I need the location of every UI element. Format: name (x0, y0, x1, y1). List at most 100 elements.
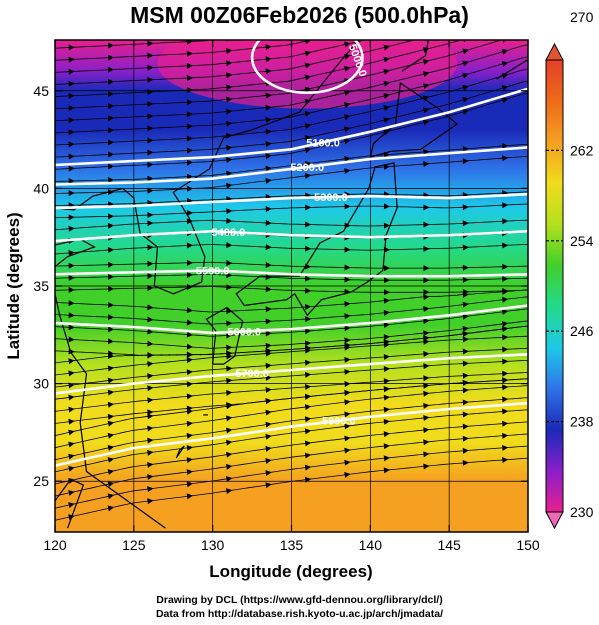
streamline-arrow (226, 377, 233, 384)
streamline-arrow (344, 423, 351, 430)
streamline-arrow (344, 337, 351, 344)
streamline-arrow (147, 486, 154, 493)
streamline-arrow (423, 351, 430, 358)
cold-core-patch (157, 40, 458, 109)
streamline-arrow (226, 439, 233, 446)
streamline (55, 308, 528, 337)
coastline (205, 306, 244, 365)
colorbar-tick-label: 270 (570, 9, 594, 25)
streamline-arrow (304, 98, 312, 105)
streamline-arrow (344, 90, 351, 96)
streamline-arrow (226, 463, 233, 470)
streamline-arrow (502, 358, 509, 365)
streamline-arrow (304, 464, 312, 471)
streamline-arrow (226, 332, 233, 339)
streamline-arrow (423, 382, 430, 389)
colorbar: 270 262 254 246 238 230 (545, 9, 594, 530)
streamline-arrow (383, 394, 390, 401)
streamline-arrow (462, 435, 469, 442)
streamline-arrow (502, 0, 509, 6)
streamline-arrow (186, 444, 193, 451)
streamline-arrow (186, 173, 193, 180)
height-contour (55, 304, 528, 335)
streamline-arrow (344, 325, 351, 332)
streamline-arrow (186, 87, 193, 94)
streamline-arrow (501, 73, 509, 79)
streamline-arrow (383, 406, 390, 413)
streamline-arrow (186, 469, 193, 476)
coastline-layer (55, 40, 528, 529)
streamline-arrow (304, 172, 312, 179)
coastline (55, 478, 85, 529)
streamline-arrow (226, 182, 233, 189)
streamline-arrow (68, 300, 75, 307)
streamline-arrow (462, 399, 469, 406)
streamline-arrow (304, 74, 312, 81)
streamline-arrow (147, 244, 154, 251)
streamline-arrow (147, 361, 154, 367)
streamline-arrow (265, 458, 272, 464)
streamline-arrow (383, 353, 390, 360)
streamline-arrow (344, 264, 351, 271)
colorbar-tick-label: 254 (570, 233, 594, 249)
streamline-arrow (107, 350, 115, 357)
streamline-arrow (68, 370, 75, 377)
streamline-arrow (186, 147, 193, 154)
streamline-arrow (502, 218, 509, 225)
streamline (55, 445, 528, 509)
streamline-arrow (107, 247, 115, 254)
streamline (55, 433, 528, 497)
x-tick-label: 150 (516, 537, 540, 553)
streamline-arrow (147, 211, 154, 218)
streamline-arrow (265, 56, 272, 63)
streamline-arrow (186, 271, 193, 278)
streamline-arrow (501, 320, 509, 327)
streamline-arrow (107, 338, 115, 345)
streamline-arrow (107, 66, 115, 73)
height-contour-label: 5400.0 (212, 227, 246, 239)
axis-layer: 120 125 130 135 140 145 150 25 30 35 40 45 (33, 40, 540, 553)
streamline-arrow (502, 370, 509, 377)
streamline-arrow (147, 260, 154, 267)
streamline-arrow (186, 457, 193, 464)
streamline-arrow (304, 476, 312, 483)
streamline-arrow (68, 286, 75, 293)
streamline-arrow (226, 320, 233, 327)
streamline-arrow (462, 60, 469, 67)
streamline-arrow (226, 108, 233, 115)
streamline-arrow (226, 48, 233, 54)
streamline-arrow (304, 123, 312, 129)
colorbar-tick-label: 230 (570, 504, 594, 520)
streamline-arrow (68, 214, 75, 221)
streamline-arrow (226, 284, 233, 291)
coastline (55, 40, 360, 295)
streamline-arrow (265, 262, 272, 269)
colorbar-extend-max (545, 42, 564, 61)
streamline-arrow (383, 105, 390, 111)
streamline-arrow (68, 104, 75, 111)
streamline-arrow (265, 104, 272, 111)
streamline-arrow (383, 93, 390, 99)
streamline-arrow (147, 161, 154, 168)
streamline-arrow (383, 386, 390, 393)
streamline-arrow (226, 170, 233, 177)
streamline (55, 372, 528, 412)
streamline-arrow (462, 40, 469, 43)
streamline-arrow (226, 208, 233, 215)
streamline-arrow (462, 276, 469, 283)
streamline-arrow (462, 220, 469, 227)
streamline-arrow (186, 481, 193, 488)
streamline-arrow (226, 401, 233, 408)
streamline-arrow (147, 76, 154, 83)
streamline-arrow (462, 288, 469, 295)
streamline-arrow (304, 86, 312, 93)
streamline-arrow (462, 387, 469, 394)
colorbar-body (545, 59, 564, 513)
streamline-arrow (383, 117, 390, 124)
streamline-arrow (265, 445, 272, 452)
plot-area: 5100.0 5200.0 5300.0 5400.0 5500.0 5600.0 5700… (55, 0, 528, 532)
streamline-arrow (383, 151, 390, 158)
streamline-arrow (226, 476, 233, 482)
streamline-arrow (462, 244, 469, 251)
streamline-arrow (502, 275, 509, 282)
